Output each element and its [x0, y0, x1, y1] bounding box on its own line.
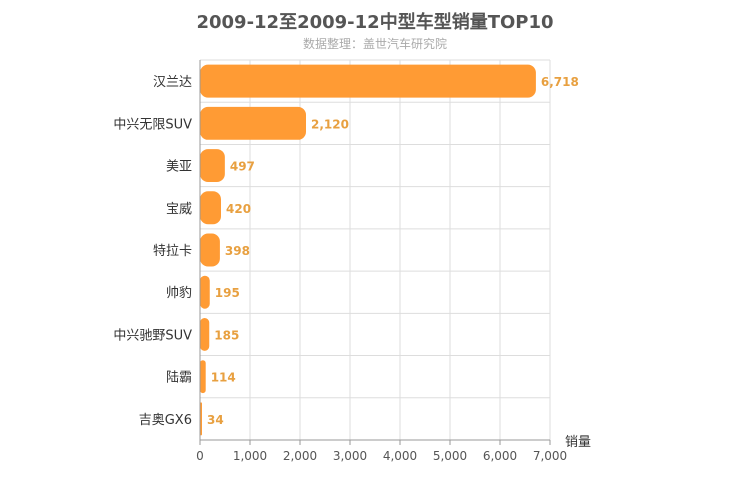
x-tick-label: 0 [196, 449, 204, 463]
category-label: 特拉卡 [153, 244, 192, 259]
value-label: 6,718 [541, 75, 579, 89]
category-label: 吉奥GX6 [139, 413, 192, 428]
chart-title: 2009-12至2009-12中型车型销量TOP10 [196, 12, 554, 33]
category-label: 汉兰达 [153, 75, 192, 90]
bar [200, 275, 210, 309]
x-axis-title: 销量 [565, 435, 591, 450]
value-label: 398 [225, 244, 250, 258]
value-label: 185 [214, 328, 239, 342]
bar [200, 233, 220, 267]
x-tick-label: 4,000 [383, 449, 417, 463]
bar [200, 64, 536, 98]
value-label: 114 [211, 371, 236, 385]
category-label: 帅豹 [166, 286, 192, 301]
bar [200, 149, 225, 183]
category-label: 中兴驰野SUV [113, 328, 192, 343]
value-label: 34 [207, 413, 224, 427]
x-tick-label: 3,000 [333, 449, 367, 463]
value-label: 2,120 [311, 117, 349, 131]
x-tick-label: 5,000 [433, 449, 467, 463]
value-label: 497 [230, 160, 255, 174]
x-tick-label: 2,000 [283, 449, 317, 463]
x-tick-label: 6,000 [483, 449, 517, 463]
grid-lines [199, 59, 551, 441]
bar [200, 360, 206, 394]
category-label: 宝威 [166, 202, 192, 217]
bar [200, 106, 306, 140]
bars: 6,718 2,120 497 420 398 195 185 114 34 [200, 64, 579, 436]
value-label: 195 [215, 286, 240, 300]
category-label: 陆霸 [166, 370, 192, 386]
x-tick-label: 7,000 [533, 449, 567, 463]
category-label: 美亚 [166, 160, 192, 175]
axes: 0 1,000 2,000 3,000 4,000 5,000 6,000 7,000 汉兰达中… [113, 60, 567, 463]
category-label: 中兴无限SUV [113, 117, 192, 132]
bar [200, 191, 221, 225]
value-label: 420 [226, 202, 251, 216]
bar [200, 317, 210, 351]
chart-subtitle: 数据整理：盖世汽车研究院 [302, 37, 447, 51]
x-tick-label: 1,000 [233, 449, 267, 463]
